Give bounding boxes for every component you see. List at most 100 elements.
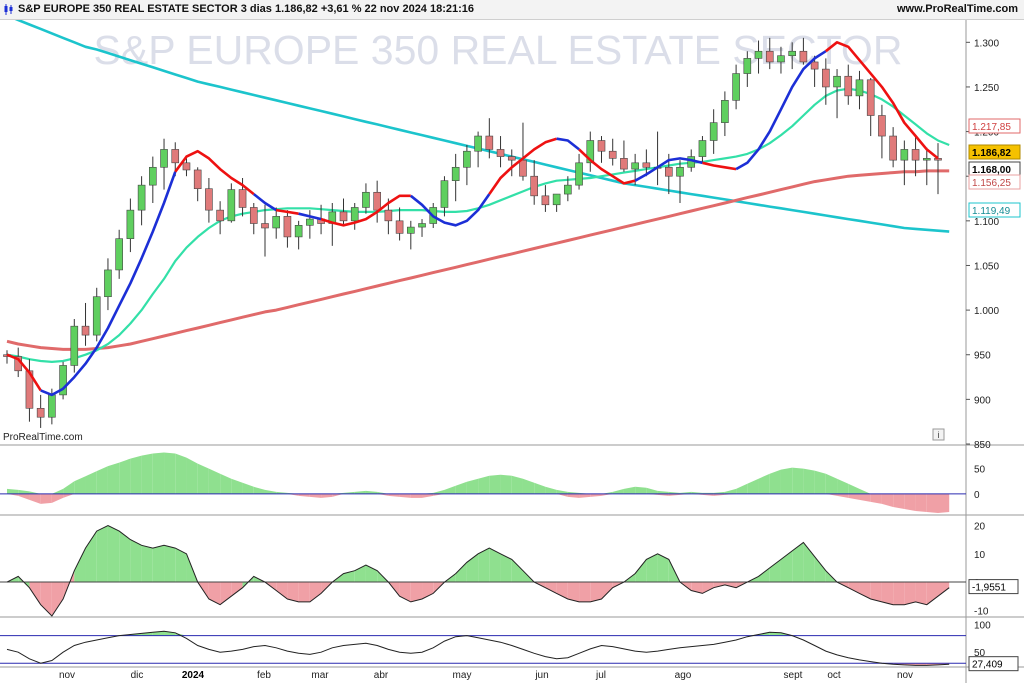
osc1-negative-area xyxy=(556,493,568,497)
osc2-positive-area xyxy=(455,562,467,583)
osc2-positive-area xyxy=(646,553,658,583)
x-tick-label: nov xyxy=(59,670,75,681)
ma-fast-falling-line xyxy=(824,40,939,160)
osc1-positive-area xyxy=(668,491,681,494)
candle-up xyxy=(126,209,135,239)
osc1-negative-area xyxy=(287,493,299,496)
candle-up xyxy=(721,100,729,123)
osc2-line xyxy=(6,524,950,617)
osc1-positive-area xyxy=(208,468,221,494)
price-tag-box xyxy=(968,202,1021,218)
candle-down xyxy=(283,216,292,238)
grid-layer xyxy=(0,20,1024,683)
osc2-positive-area xyxy=(74,548,86,583)
osc1-positive-area xyxy=(769,469,781,494)
osc1-positive-area xyxy=(276,491,288,494)
osc1-negative-area xyxy=(848,493,860,500)
candle-up xyxy=(418,223,426,228)
osc2-negative-area xyxy=(231,582,243,597)
osc1-positive-area xyxy=(119,458,131,494)
ma-mid-line xyxy=(6,87,950,363)
osc1-positive-area xyxy=(680,491,692,494)
price-panel[interactable] xyxy=(3,20,950,428)
osc2-positive-area xyxy=(780,550,793,583)
osc1-positive-area xyxy=(803,468,815,494)
osc1-positive-area xyxy=(601,491,613,494)
oscillator-panel-3[interactable] xyxy=(0,630,966,666)
candle-up xyxy=(676,166,684,177)
candle-down xyxy=(620,158,628,170)
osc2-negative-area xyxy=(904,582,916,605)
osc1-positive-area xyxy=(377,491,389,494)
osc1-positive-area xyxy=(51,488,64,494)
candle-up xyxy=(754,50,763,59)
osc1-negative-area xyxy=(410,493,423,498)
candle-down xyxy=(193,169,202,190)
price-tag-label: 1.186,82 xyxy=(972,148,1011,159)
osc3-oversold-area xyxy=(915,663,927,666)
ma-fast-rising-line xyxy=(298,212,322,221)
candle-down xyxy=(485,135,494,150)
osc1-negative-area xyxy=(18,493,30,500)
osc2-negative-area xyxy=(691,582,703,594)
oscillator-panel-2[interactable] xyxy=(0,524,966,617)
osc2-negative-area xyxy=(556,582,568,600)
osc1-positive-area xyxy=(646,487,658,494)
osc2-positive-area xyxy=(107,525,120,583)
osc1-negative-area xyxy=(938,493,950,513)
axes-layer: nov dic 2024 feb mar abr may jun jul ago sept oct no… xyxy=(59,38,1021,681)
osc1-negative-area xyxy=(837,493,849,498)
candle-down xyxy=(664,166,673,177)
info-button[interactable] xyxy=(932,428,945,441)
osc2-positive-area xyxy=(489,548,501,583)
osc1-negative-area xyxy=(881,493,894,507)
candle-up xyxy=(294,225,303,238)
osc1-positive-area xyxy=(837,478,849,494)
candle-down xyxy=(889,135,897,161)
chart-header: S&P EUROPE 350 REAL ESTATE SECTOR 3 dias… xyxy=(0,0,1024,20)
candle-down xyxy=(608,150,617,159)
osc2-positive-area xyxy=(119,531,131,583)
osc2-negative-area xyxy=(713,582,725,588)
osc1-negative-area xyxy=(422,493,434,498)
candle-up xyxy=(855,79,864,97)
osc2-negative-area xyxy=(220,582,232,605)
osc2-negative-area xyxy=(399,582,411,602)
osc1-positive-area xyxy=(724,488,737,494)
osc1-positive-area xyxy=(466,478,479,494)
osc1-positive-area xyxy=(175,453,187,494)
osc1-negative-area xyxy=(904,493,916,511)
osc1-tick-label: 0 xyxy=(974,490,980,501)
x-tick-label: jul xyxy=(595,670,606,681)
osc2-positive-area xyxy=(466,553,479,583)
candle-down xyxy=(934,158,942,161)
osc2-tick-label: 10 xyxy=(974,550,986,561)
osc1-negative-area xyxy=(825,493,838,496)
site-link[interactable]: www.ProRealTime.com xyxy=(896,3,1018,15)
osc1-positive-area xyxy=(848,483,860,494)
candle-up xyxy=(160,149,168,168)
osc1-positive-area xyxy=(63,481,75,494)
candle-down xyxy=(597,140,606,152)
osc1-negative-area xyxy=(63,493,75,498)
osc1-negative-area xyxy=(309,493,322,498)
osc1-negative-area xyxy=(321,493,333,498)
price-tag-box xyxy=(968,118,1021,134)
osc2-positive-area xyxy=(365,565,378,583)
oscillator-panel-1[interactable] xyxy=(0,452,966,513)
candle-up xyxy=(564,184,572,195)
osc1-negative-area xyxy=(332,493,344,497)
y-tick-label: 1.000 xyxy=(974,306,999,317)
osc2-positive-area xyxy=(478,548,490,583)
candle-up xyxy=(788,50,796,57)
osc1-positive-area xyxy=(186,457,198,494)
price-tag-box xyxy=(968,174,1021,190)
osc2-value-label: -1,9551 xyxy=(972,583,1006,594)
chart-area[interactable]: S&P EUROPE 350 REAL ESTATE SECTOR nov dic… xyxy=(0,20,1024,683)
candle-down xyxy=(530,175,538,197)
candle-down xyxy=(844,75,853,97)
osc1-negative-area xyxy=(590,493,602,497)
osc1-positive-area xyxy=(747,478,759,494)
osc1-negative-area xyxy=(859,493,871,502)
x-tick-label: jun xyxy=(534,670,548,681)
